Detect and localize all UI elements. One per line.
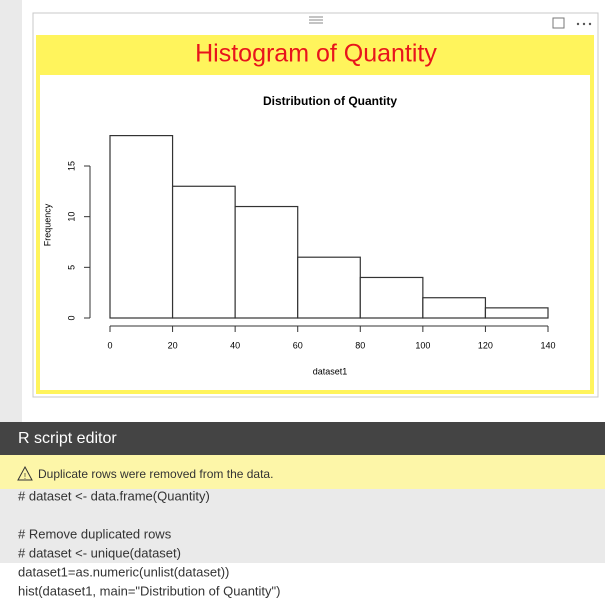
bar (484, 307, 549, 319)
x-axis-label: dataset1 (313, 366, 348, 376)
y-axis-label: Frequency (42, 203, 52, 246)
more-icon[interactable] (576, 22, 592, 26)
focus-icon[interactable] (552, 17, 565, 29)
x-tick-label: 80 (355, 340, 365, 350)
x-tick-label: 40 (230, 340, 240, 350)
code-area[interactable] (0, 489, 605, 563)
x-tick-label: 100 (415, 340, 430, 350)
code-line: # Remove duplicated rows (18, 526, 172, 541)
x-tick-label: 140 (540, 340, 555, 350)
warning-icon-mark: ! (24, 472, 26, 481)
drag-grip[interactable] (309, 16, 323, 24)
bar (422, 297, 487, 319)
chart-title: Distribution of Quantity (263, 94, 397, 108)
x-tick-label: 20 (168, 340, 178, 350)
side-strip (0, 0, 22, 422)
x-tick-label: 0 (107, 340, 112, 350)
warning-icon (17, 465, 33, 481)
warning-text: Duplicate rows were removed from the dat… (38, 467, 273, 481)
warning-bar (0, 455, 605, 489)
editor-title: R script editor (18, 430, 117, 447)
bar (297, 256, 361, 319)
y-tick-label: 15 (66, 161, 76, 171)
bar (171, 185, 236, 319)
histogram: Distribution of Quantity dataset1 Freque… (42, 94, 555, 376)
y-tick-label: 10 (66, 212, 76, 222)
x-tick-label: 120 (478, 340, 493, 350)
bar (234, 205, 299, 319)
x-tick-label: 60 (293, 340, 303, 350)
code-line: hist(dataset1, main="Distribution of Qua… (18, 583, 281, 598)
editor-header (0, 422, 605, 455)
code-line: # dataset <- data.frame(Quantity) (18, 488, 210, 503)
visual-title: Histogram of Quantity (195, 40, 437, 68)
y-tick-label: 0 (66, 315, 76, 320)
code-line: dataset1=as.numeric(unlist(dataset)) (18, 564, 229, 579)
code-line: # dataset <- unique(dataset) (18, 545, 181, 560)
y-tick-label: 5 (66, 265, 76, 270)
bar (359, 276, 424, 319)
bar (109, 135, 174, 319)
